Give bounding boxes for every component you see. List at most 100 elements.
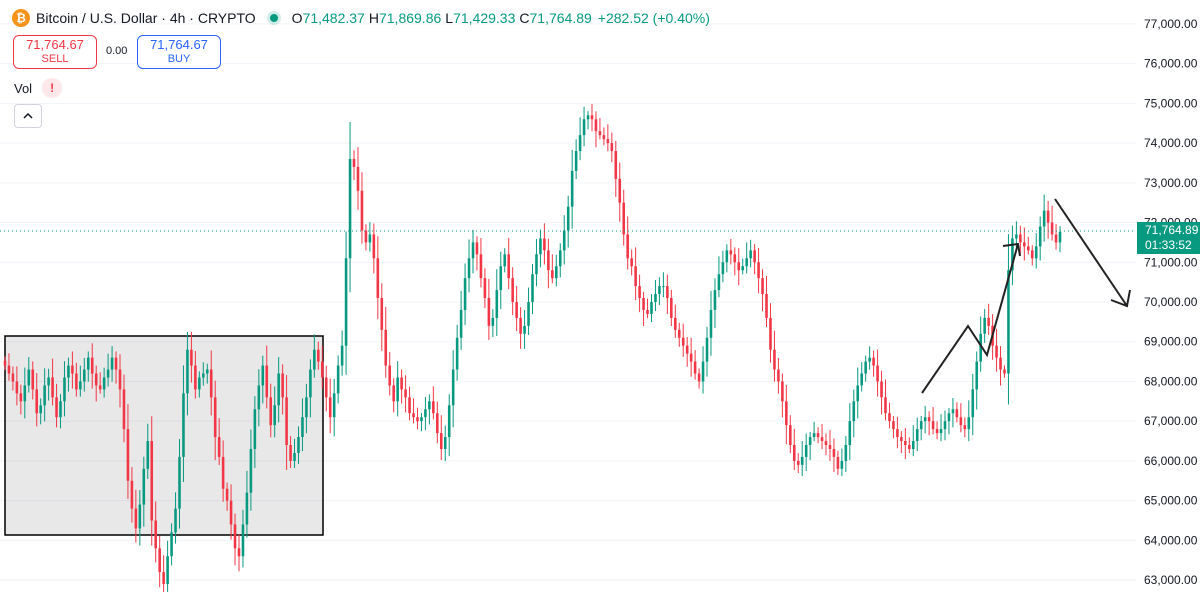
price-tick-label: 74,000.00 (1144, 136, 1198, 150)
candle-body (705, 337, 709, 362)
candle-body (634, 266, 637, 287)
candle-body (923, 417, 927, 422)
candle-body (844, 445, 848, 461)
candle-body (642, 298, 645, 310)
forecast-arrow-line[interactable] (1054, 198, 1128, 307)
candle-body (245, 492, 249, 525)
candle-body (63, 377, 66, 402)
candle-body (495, 290, 499, 318)
price-tick-label: 68,000.00 (1144, 374, 1198, 388)
collapse-legend-button[interactable] (14, 104, 42, 128)
sell-button[interactable]: 71,764.67 SELL (13, 35, 97, 69)
candle-body (792, 445, 796, 461)
candle-body (146, 441, 150, 469)
candle-body (209, 369, 213, 398)
candle-body (812, 433, 816, 438)
candle-body (769, 317, 772, 350)
candle-body (19, 393, 23, 402)
candle-body (368, 234, 372, 243)
candle-body (864, 361, 867, 374)
candle-body (217, 437, 221, 457)
candle-body (721, 262, 725, 275)
candle-body (471, 242, 475, 259)
candle-body (535, 254, 538, 275)
candle-body (15, 381, 19, 394)
forecast-arrowhead-icon (1110, 289, 1131, 308)
candle-body (463, 278, 467, 310)
candle-body (666, 286, 669, 299)
candle-body (757, 262, 760, 279)
candle-body (118, 369, 122, 390)
open-key: O (291, 10, 303, 26)
candle-body (269, 397, 273, 426)
candle-body (225, 488, 229, 501)
candle-body (951, 409, 955, 414)
candle-body (551, 270, 554, 279)
candle-body (880, 381, 883, 398)
consolidation-box[interactable] (4, 335, 324, 536)
price-tick-label: 73,000.00 (1144, 176, 1198, 190)
candle-body (908, 445, 911, 449)
candle-body (261, 365, 265, 386)
candle-body (737, 262, 741, 271)
candle-body (364, 230, 368, 243)
candle-body (114, 357, 118, 370)
candle-body (1042, 210, 1046, 227)
candle-body (388, 365, 392, 386)
candle-body (301, 417, 304, 438)
high-value: 71,869.86 (378, 10, 442, 26)
trend-arrow-path[interactable] (921, 243, 1019, 394)
candles (3, 103, 1062, 592)
candle-body (205, 369, 209, 374)
candle-body (590, 115, 594, 120)
price-axis[interactable]: 63,000.00 64,000.00 65,000.00 66,000.00 67,0… (1144, 17, 1198, 587)
candle-body (852, 401, 856, 422)
buy-button[interactable]: 71,764.67 BUY (137, 35, 221, 69)
candle-body (677, 329, 681, 338)
candle-body (610, 143, 614, 152)
candle-body (614, 151, 618, 179)
candle-body (309, 369, 312, 398)
candle-body (432, 401, 435, 414)
candle-body (860, 373, 863, 386)
candle-body (352, 158, 356, 167)
warning-icon[interactable]: ! (42, 78, 63, 98)
grid-lines (0, 23, 1136, 581)
candle-body (701, 361, 705, 382)
candle-body (55, 397, 58, 418)
candle-body (412, 413, 415, 418)
candle-body (1050, 222, 1054, 235)
candle-body (1038, 226, 1042, 247)
close-value: 71,764.89 (529, 10, 592, 26)
candle-body (820, 437, 824, 442)
candle-body (1015, 234, 1018, 239)
volume-indicator[interactable]: Vol ! (14, 78, 63, 98)
candle-body (527, 302, 530, 326)
symbol-title[interactable]: Bitcoin / U.S. Dollar · 4h · CRYPTO (36, 10, 256, 26)
candle-body (332, 393, 336, 418)
price-tick-label: 77,000.00 (1144, 17, 1198, 31)
candle-body (777, 369, 780, 382)
candle-body (915, 429, 919, 442)
candle-body (618, 178, 622, 203)
candle-body (86, 357, 90, 370)
candle-body (134, 508, 138, 529)
candle-body (947, 413, 951, 422)
candle-body (35, 389, 39, 414)
candle-body (523, 325, 526, 334)
candle-body (344, 258, 348, 346)
candle-body (1058, 231, 1062, 243)
candle-body (673, 317, 677, 330)
candle-body (483, 278, 487, 299)
candle-body (543, 238, 546, 251)
candle-body (547, 250, 550, 271)
candle-body (733, 254, 737, 263)
price-tick-label: 69,000.00 (1144, 335, 1198, 349)
price-tick-label: 70,000.00 (1144, 295, 1198, 309)
bar-countdown: 01:33:52 (1145, 238, 1192, 252)
candle-body (919, 421, 923, 430)
candle-body (424, 409, 427, 418)
candle-body (328, 397, 332, 418)
